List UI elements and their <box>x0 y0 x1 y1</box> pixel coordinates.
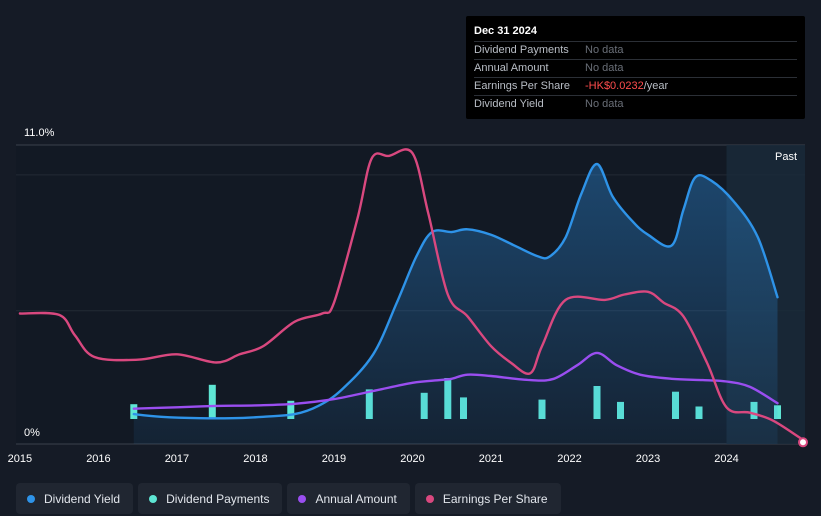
legend-dot-icon <box>298 494 307 503</box>
tooltip-value: No data <box>585 62 624 74</box>
tooltip-row-earnings-per-share: Earnings Per Share -HK$0.0232/year <box>474 77 797 95</box>
tooltip-value: No data <box>585 98 624 110</box>
tooltip-value: No data <box>585 44 624 56</box>
dividend-payment-bar <box>208 384 216 419</box>
hover-tooltip: Dec 31 2024 Dividend Payments No data An… <box>466 16 805 119</box>
tooltip-date: Dec 31 2024 <box>474 25 537 37</box>
x-tick-label: 2015 <box>8 453 32 465</box>
legend-label: Earnings Per Share <box>442 491 548 506</box>
legend-item-annual-amount[interactable]: Annual Amount <box>287 483 410 514</box>
dividend-payment-bar <box>287 400 295 419</box>
tooltip-row-dividend-yield: Dividend Yield No data <box>474 95 797 113</box>
y-axis-min-label: 0% <box>24 427 40 439</box>
tooltip-value: -HK$0.0232 <box>585 80 644 92</box>
legend-item-dividend-yield[interactable]: Dividend Yield <box>16 483 134 514</box>
earnings-end-marker <box>798 437 808 448</box>
legend-label: Annual Amount <box>315 491 397 506</box>
tooltip-unit: /year <box>643 80 669 92</box>
x-tick-label: 2019 <box>322 453 346 465</box>
tooltip-label: Dividend Payments <box>474 44 569 56</box>
legend-item-dividend-payments[interactable]: Dividend Payments <box>138 483 283 514</box>
x-tick-label: 2016 <box>86 453 110 465</box>
tooltip-row-annual-amount: Annual Amount No data <box>474 59 797 77</box>
x-tick-label: 2020 <box>400 453 424 465</box>
legend-label: Dividend Yield <box>44 491 121 506</box>
end-markers <box>798 437 808 448</box>
dividend-yield-area <box>133 163 778 445</box>
x-tick-label: 2018 <box>243 453 267 465</box>
x-tick-label: 2021 <box>479 453 503 465</box>
legend: Dividend Yield Dividend Payments Annual … <box>16 483 561 514</box>
legend-label: Dividend Payments <box>166 491 270 506</box>
tooltip-label: Annual Amount <box>474 62 549 74</box>
past-label: Past <box>775 151 797 163</box>
annual-amount-line <box>132 351 779 410</box>
earnings-per-share-line <box>18 148 807 443</box>
dividend-yield-line <box>132 162 779 420</box>
tooltip-row-dividend-payments: Dividend Payments No data <box>474 41 797 59</box>
legend-dot-icon <box>27 494 35 503</box>
series-lines <box>18 148 807 445</box>
legend-dot-icon <box>149 494 158 503</box>
y-axis-max-label: 11.0% <box>24 127 55 139</box>
x-axis-ticks: 2015 2016 2017 2018 2019 2020 2021 2022 2023 2024 <box>8 453 739 465</box>
x-tick-label: 2023 <box>636 453 660 465</box>
tooltip-label: Earnings Per Share <box>474 80 570 92</box>
x-tick-label: 2022 <box>557 453 581 465</box>
tooltip-label: Dividend Yield <box>474 98 544 110</box>
x-tick-label: 2024 <box>714 453 738 465</box>
dividend-payment-bar <box>130 404 138 419</box>
legend-dot-icon <box>425 494 434 503</box>
x-tick-label: 2017 <box>165 453 189 465</box>
legend-item-earnings-per-share[interactable]: Earnings Per Share <box>414 483 561 514</box>
